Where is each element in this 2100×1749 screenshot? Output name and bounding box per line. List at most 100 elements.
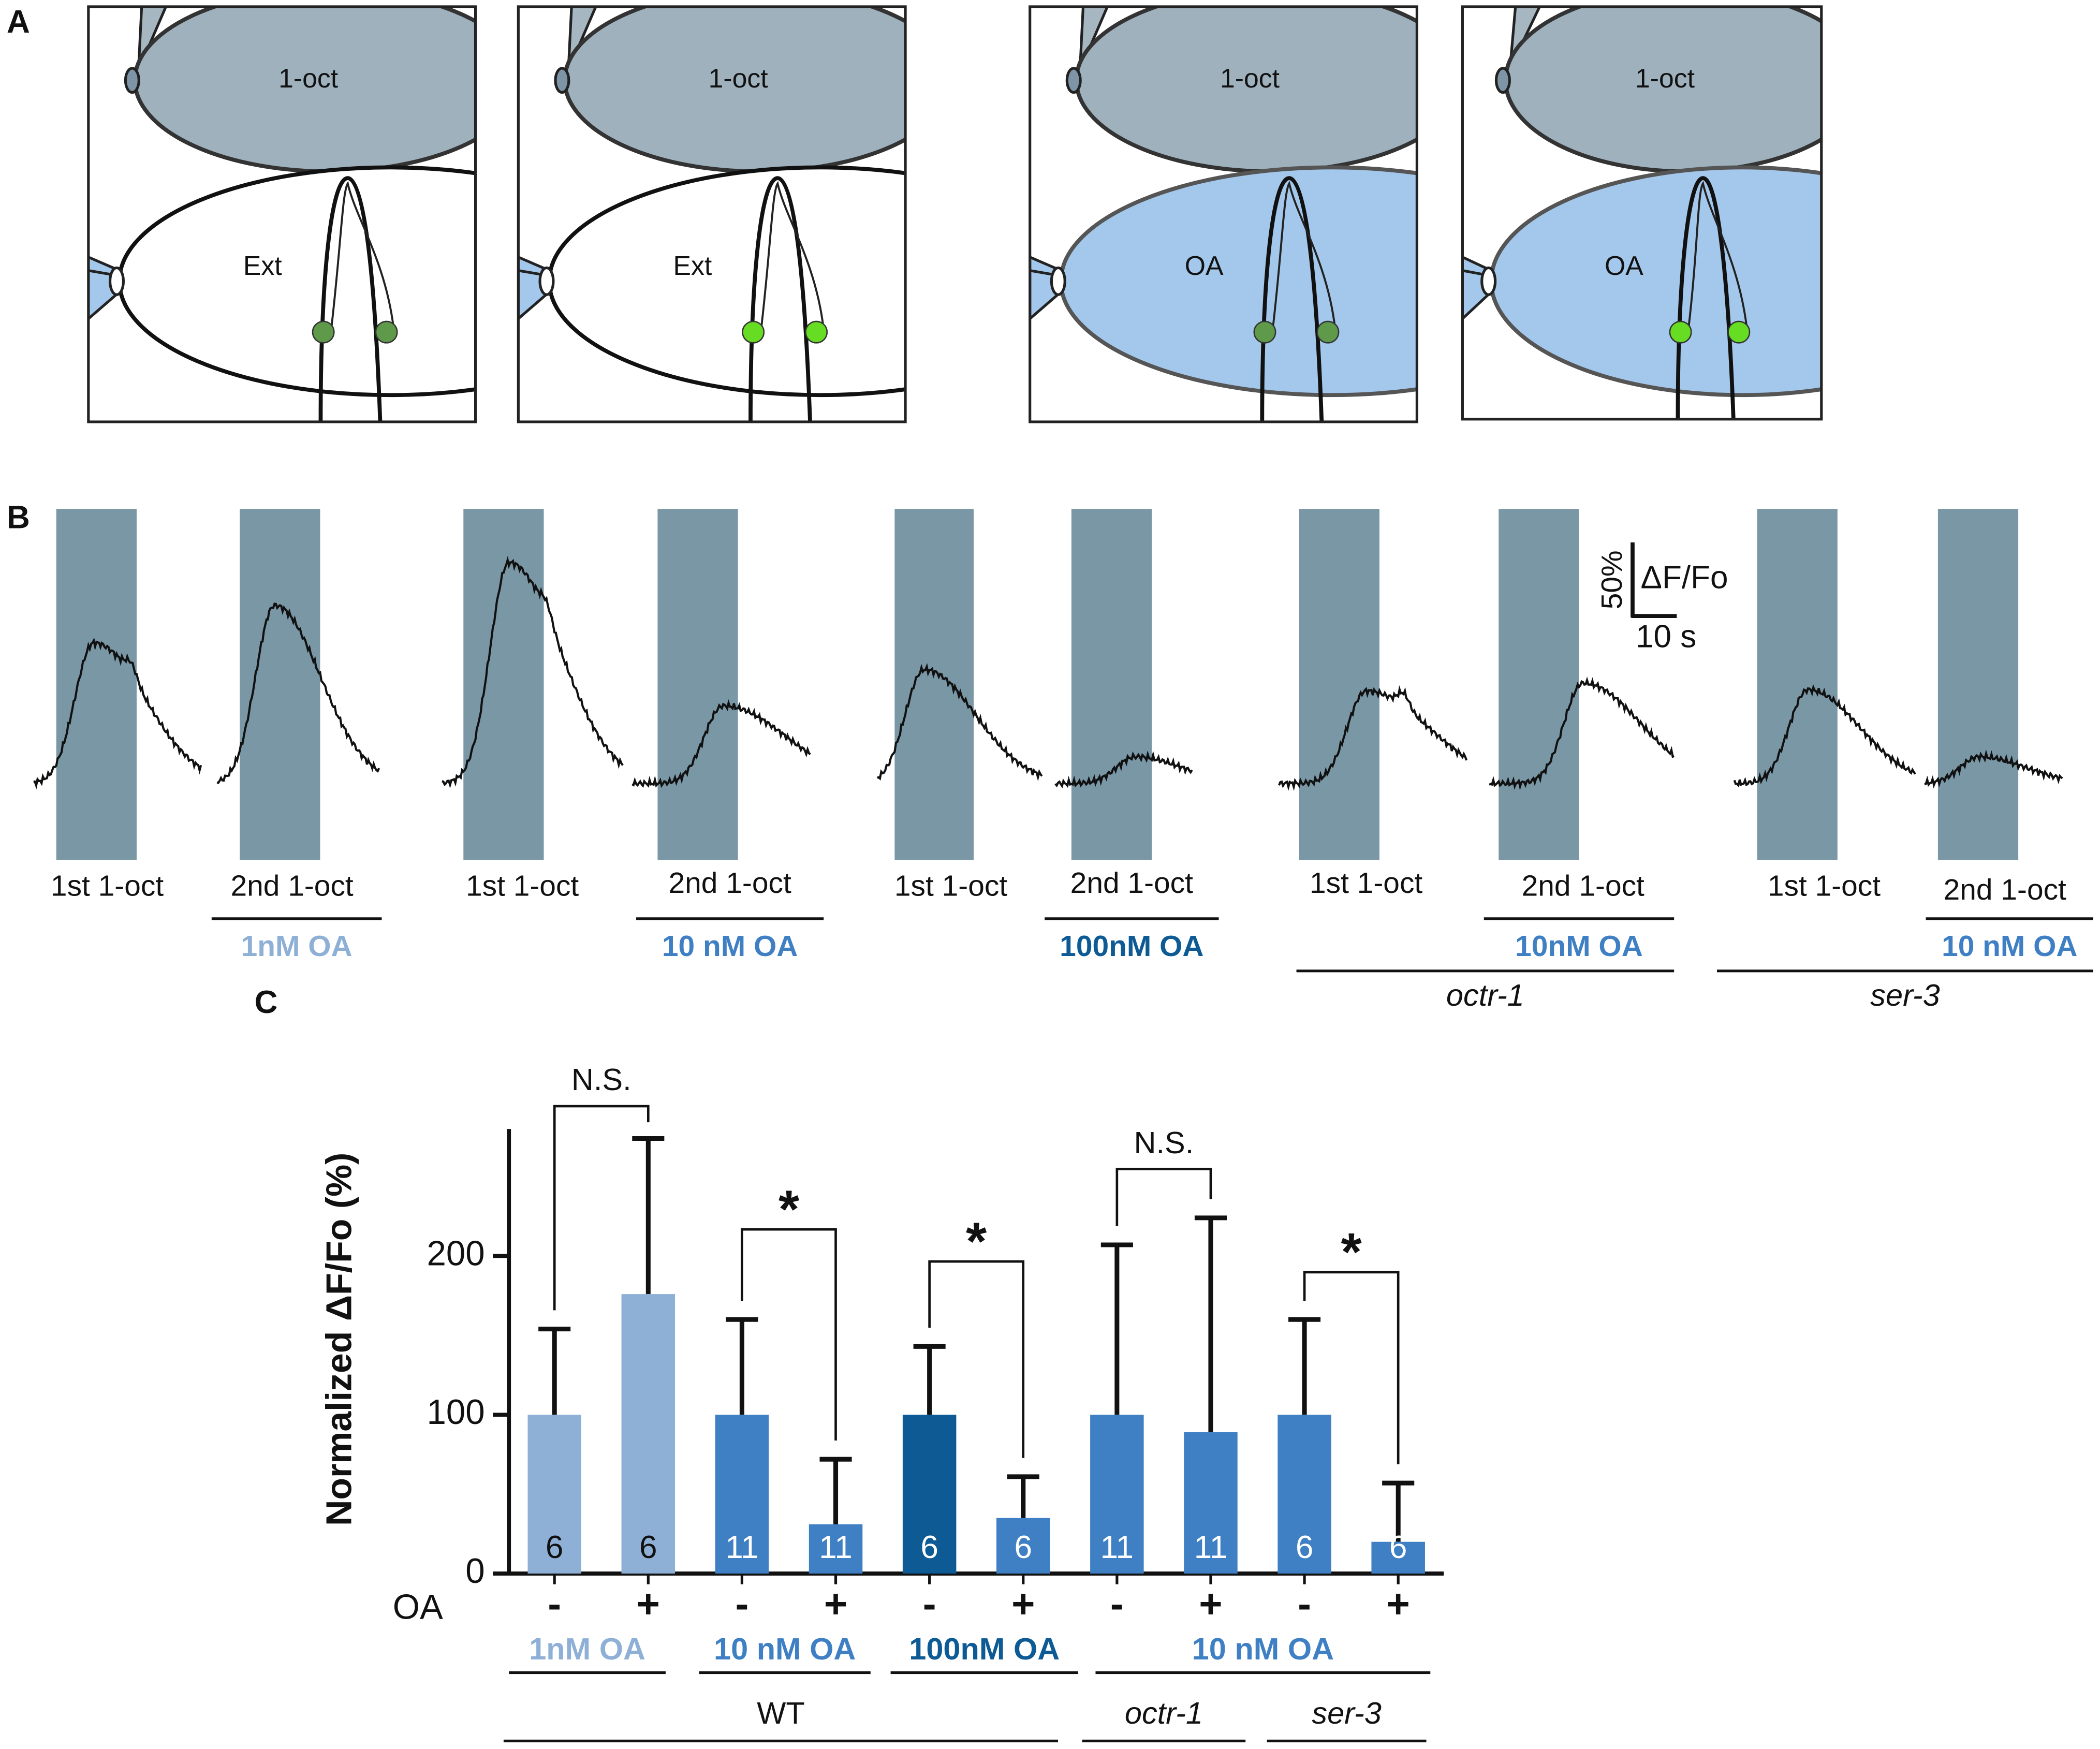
pipette-tip xyxy=(554,67,570,94)
stimulus-period xyxy=(56,509,137,860)
stimulus-period xyxy=(894,509,974,860)
x-tick-label: + xyxy=(1199,1582,1222,1626)
lobe-label: OA xyxy=(1605,251,1643,281)
lobe-label: 1-oct xyxy=(278,63,338,93)
bar xyxy=(1371,1541,1425,1574)
calcium-trace xyxy=(632,699,811,788)
genotype-label: ser-3 xyxy=(1870,978,1940,1012)
pipette-tip xyxy=(1050,266,1066,296)
significance-bracket xyxy=(1115,1168,1212,1226)
trace-label: 2nd 1-oct xyxy=(1522,869,1644,902)
trace-label: 1st 1-oct xyxy=(1310,866,1422,900)
n-label: 6 xyxy=(920,1530,938,1565)
trace-label: 2nd 1-oct xyxy=(230,869,353,902)
stimulus-period xyxy=(1757,509,1838,860)
n-label: 11 xyxy=(1100,1530,1134,1565)
calcium-trace xyxy=(1278,685,1468,791)
genotype-label: ser-3 xyxy=(1312,1696,1381,1730)
n-label: 6 xyxy=(1014,1530,1032,1565)
calcium-trace xyxy=(442,555,624,789)
trace-label: 2nd 1-oct xyxy=(668,866,791,900)
significance-label: N.S. xyxy=(571,1062,632,1097)
x-tick-label: - xyxy=(923,1582,936,1626)
significance-bracket xyxy=(1303,1271,1400,1464)
bar xyxy=(527,1415,581,1574)
stimulus-period xyxy=(1071,509,1152,860)
diagram xyxy=(1462,6,1822,419)
genotype-label: octr-1 xyxy=(1125,1696,1203,1730)
treatment-label: 100nM OA xyxy=(1060,930,1203,963)
treatment-label: 10 nM OA xyxy=(1942,930,2077,963)
scale-label: 50% xyxy=(1595,550,1628,609)
stimulus-period xyxy=(463,509,544,860)
x-tick-label: + xyxy=(1387,1582,1410,1626)
lobe-label: Ext xyxy=(243,251,282,281)
neuron xyxy=(1272,181,1337,329)
pipette-tip xyxy=(108,266,125,296)
bar xyxy=(902,1415,957,1574)
neuron-dot xyxy=(1253,320,1276,344)
neuron xyxy=(760,181,825,329)
neuron-dot xyxy=(375,320,398,344)
n-label: 6 xyxy=(546,1530,564,1565)
neuron-dot xyxy=(1316,320,1340,344)
x-tick-label: - xyxy=(548,1582,561,1626)
x-tick-label: - xyxy=(1110,1582,1124,1626)
trace-label: 1st 1-oct xyxy=(1768,869,1881,902)
worm xyxy=(318,176,383,422)
scale-label: 10 s xyxy=(1636,619,1696,655)
n-label: 11 xyxy=(819,1530,852,1565)
panel-label: A xyxy=(7,4,30,40)
worm xyxy=(748,176,812,422)
x-tick-label: + xyxy=(824,1582,847,1626)
treatment-label: 1nM OA xyxy=(241,930,353,963)
bar xyxy=(715,1415,769,1574)
y-tick-label: 0 xyxy=(465,1552,484,1591)
trace-label: 2nd 1-oct xyxy=(1070,866,1193,900)
significance-bracket xyxy=(741,1228,837,1441)
trace-label: 1st 1-oct xyxy=(894,869,1007,902)
treatment-label: 10nM OA xyxy=(1515,930,1643,963)
worm xyxy=(1260,176,1324,422)
treatment-label: 10 nM OA xyxy=(1192,1632,1334,1666)
significance-bracket xyxy=(553,1105,650,1311)
diagram xyxy=(88,6,476,422)
diagram-frame xyxy=(1029,5,1419,423)
pipette-tip xyxy=(1065,67,1082,94)
n-label: 11 xyxy=(1194,1530,1227,1565)
calcium-trace xyxy=(1924,749,2063,789)
calcium-trace xyxy=(33,637,202,790)
lobe-label: 1-oct xyxy=(709,63,768,93)
calcium-trace xyxy=(1733,684,1916,788)
stimulus-period xyxy=(657,509,738,860)
row-label: OA xyxy=(393,1588,443,1627)
neuron-dot xyxy=(1727,320,1751,344)
neuron-dot xyxy=(805,320,828,344)
calcium-trace xyxy=(1054,750,1193,788)
significance-bracket xyxy=(928,1260,1025,1458)
buffer-lobe xyxy=(547,165,906,398)
bar xyxy=(1184,1432,1238,1574)
trace-label: 1st 1-oct xyxy=(51,869,164,902)
lobe-label: Ext xyxy=(673,251,712,281)
trace-label: 2nd 1-oct xyxy=(1944,873,2066,906)
treatment-label: 1nM OA xyxy=(529,1632,645,1666)
stimulus-period xyxy=(1937,509,2019,860)
bar xyxy=(809,1524,863,1574)
neuron xyxy=(1687,181,1748,329)
lobe-label: 1-oct xyxy=(1220,63,1280,93)
panel-label: B xyxy=(7,499,30,535)
stimulus-period xyxy=(1299,509,1379,860)
stimulus-period xyxy=(240,509,320,860)
stimulus-period xyxy=(1499,509,1579,860)
diagram xyxy=(1030,6,1417,422)
worm xyxy=(1676,176,1736,419)
calcium-trace xyxy=(1489,677,1675,790)
buffer-lobe xyxy=(1489,165,1822,398)
bar xyxy=(996,1518,1050,1574)
panel-label: C xyxy=(255,984,278,1020)
bar xyxy=(1090,1415,1144,1574)
x-tick-label: + xyxy=(637,1582,660,1626)
